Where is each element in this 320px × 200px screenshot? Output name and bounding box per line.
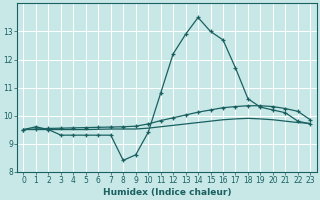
X-axis label: Humidex (Indice chaleur): Humidex (Indice chaleur) xyxy=(103,188,231,197)
